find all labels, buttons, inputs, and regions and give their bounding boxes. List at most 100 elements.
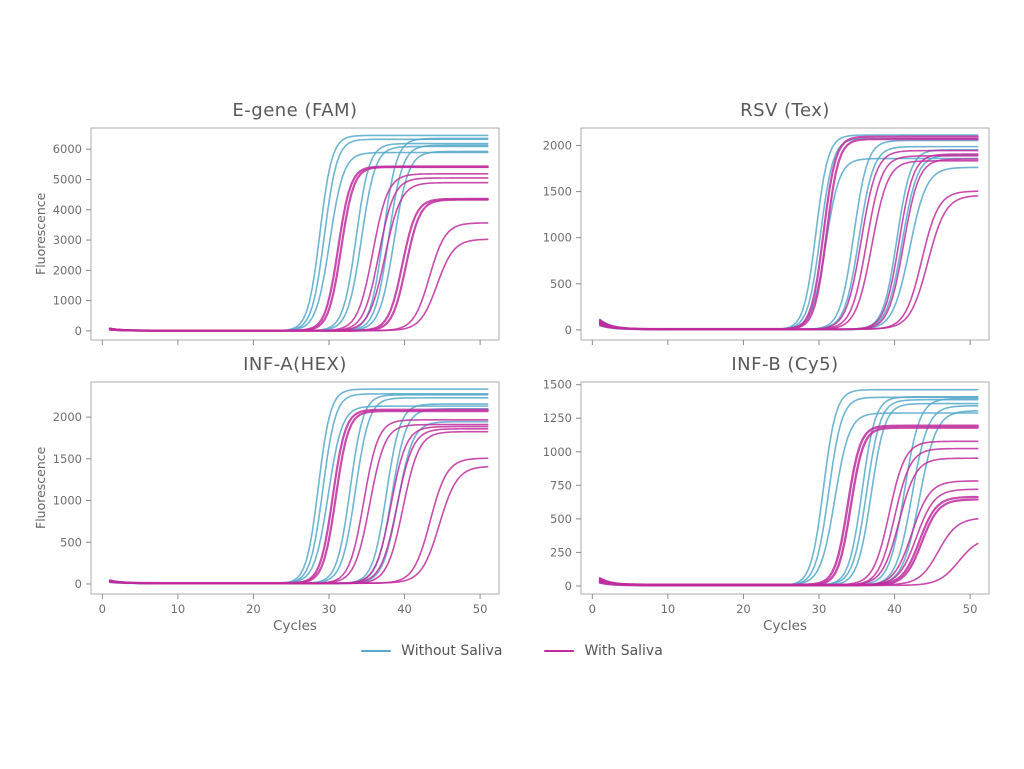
- amplification-curve-with_saliva: [109, 465, 489, 584]
- legend-label: With Saliva: [584, 643, 663, 659]
- y-tick-label: 0: [75, 324, 82, 338]
- y-tick-label: 1500: [543, 378, 572, 392]
- amplification-curve-with_saliva: [109, 428, 489, 585]
- y-tick-label: 0: [75, 577, 82, 591]
- amplification-curve-with_saliva: [109, 173, 489, 332]
- amplification-curve-with_saliva: [108, 197, 489, 332]
- amplification-curve-without_saliva: [109, 388, 489, 585]
- plot-title: INF-B (Cy5): [731, 354, 839, 375]
- x-tick-label: 50: [963, 602, 978, 616]
- amplification-curve-without_saliva: [109, 407, 489, 585]
- y-tick-label: 5000: [53, 172, 82, 186]
- x-tick-label: 30: [812, 602, 827, 616]
- amplification-curve-without_saliva: [109, 151, 489, 332]
- plot-canvas-inf-b-cy5: 0 250 500 750 1000 1250 1500 0 10 20 30 40 50: [543, 378, 990, 616]
- amplification-curve-without_saliva: [109, 393, 489, 585]
- amplification-curve-with_saliva: [108, 198, 489, 332]
- legend-item-without-saliva: Without Saliva: [361, 643, 502, 659]
- amplification-curve-with_saliva: [599, 457, 979, 586]
- x-axis-label: Cycles: [763, 618, 807, 634]
- y-tick-label: 2000: [53, 263, 82, 277]
- amplification-curve-without_saliva: [109, 420, 489, 585]
- axes-box: [580, 381, 990, 595]
- amplification-curve-without_saliva: [109, 405, 489, 584]
- amplification-curve-with_saliva: [599, 153, 979, 331]
- y-tick-label: 500: [550, 512, 572, 526]
- y-tick-label: 6000: [53, 142, 82, 156]
- y-tick-label: 2000: [53, 410, 82, 424]
- amplification-curve-without_saliva: [599, 404, 979, 587]
- plot-canvas-rsv-tex: 0 500 1000 1500 2000: [543, 127, 990, 345]
- y-tick-label: 3000: [53, 233, 82, 247]
- amplification-curve-with_saliva: [598, 498, 979, 587]
- amplification-curve-with_saliva: [109, 419, 489, 585]
- y-tick-label: 1250: [543, 411, 572, 425]
- amplification-curve-with_saliva: [599, 190, 979, 331]
- amplification-curve-without_saliva: [599, 412, 979, 586]
- plot-title: E-gene (FAM): [232, 100, 358, 121]
- amplification-curve-without_saliva: [599, 157, 979, 330]
- amplification-curve-without_saliva: [599, 148, 979, 331]
- y-axis-label: Fluorescence: [33, 192, 48, 276]
- subplot-e-gene-fam: 0 1000 2000 3000 4000 5000 6000 E-gene (FAM) F…: [23, 98, 509, 352]
- amplification-curve-with_saliva: [109, 238, 489, 332]
- amplification-curve-with_saliva: [599, 160, 979, 331]
- amplification-curve-with_saliva: [109, 425, 489, 585]
- legend-label: Without Saliva: [401, 643, 503, 659]
- amplification-curve-with_saliva: [109, 222, 489, 332]
- x-axis-label: Cycles: [273, 618, 317, 634]
- y-tick-label: 1500: [543, 185, 572, 199]
- amplification-curve-with_saliva: [599, 542, 979, 587]
- x-tick-label: 10: [661, 602, 676, 616]
- amplification-curve-with_saliva: [599, 518, 979, 586]
- subplot-rsv-tex: 0 500 1000 1500 2000 RSV (Tex): [513, 98, 999, 352]
- axes-box: [90, 381, 500, 595]
- plot-canvas-e-gene-fam: 0 1000 2000 3000 4000 5000 6000: [53, 127, 500, 345]
- legend: Without Saliva With Saliva: [0, 643, 1024, 659]
- amplification-curve-without_saliva: [599, 134, 979, 331]
- amplification-curve-without_saliva: [109, 397, 489, 584]
- amplification-curve-with_saliva: [108, 165, 489, 332]
- x-tick-label: 40: [397, 602, 412, 616]
- y-tick-label: 2000: [543, 139, 572, 153]
- y-tick-label: 1000: [53, 294, 82, 308]
- amplification-curve-with_saliva: [599, 195, 979, 330]
- amplification-curve-with_saliva: [599, 480, 979, 587]
- amplification-curve-with_saliva: [599, 158, 979, 331]
- y-tick-label: 1000: [543, 231, 572, 245]
- y-axis-label: Fluorescence: [33, 446, 48, 530]
- y-tick-label: 750: [550, 478, 572, 492]
- x-tick-label: 20: [736, 602, 751, 616]
- amplification-curve-with_saliva: [108, 165, 489, 332]
- x-tick-label: 0: [589, 602, 596, 616]
- legend-item-with-saliva: With Saliva: [544, 643, 663, 659]
- y-tick-label: 0: [565, 579, 572, 593]
- subplot-inf-a-hex: 0 500 1000 1500 2000 0 10 20 30 40 50 INF-A(HEX) F…: [23, 352, 509, 654]
- x-tick-label: 0: [99, 602, 106, 616]
- x-tick-label: 10: [171, 602, 186, 616]
- amplification-curve-without_saliva: [599, 154, 979, 331]
- y-tick-label: 1500: [53, 452, 82, 466]
- amplification-curve-with_saliva: [109, 430, 489, 585]
- legend-line-swatch-without-saliva: [361, 649, 392, 653]
- y-tick-label: 500: [550, 277, 572, 291]
- amplification-curve-with_saliva: [109, 423, 489, 584]
- x-tick-label: 20: [246, 602, 261, 616]
- amplification-curve-with_saliva: [109, 457, 489, 585]
- y-tick-label: 250: [550, 545, 572, 559]
- y-tick-label: 500: [60, 535, 82, 549]
- x-tick-label: 40: [887, 602, 902, 616]
- amplification-curve-without_saliva: [599, 410, 979, 586]
- amplification-curve-without_saliva: [599, 402, 979, 587]
- plot-title: INF-A(HEX): [243, 354, 347, 375]
- axes-box: [580, 127, 990, 341]
- amplification-curve-with_saliva: [599, 440, 979, 586]
- amplification-curve-with_saliva: [598, 135, 979, 331]
- y-tick-label: 0: [565, 323, 572, 337]
- y-tick-label: 1000: [53, 494, 82, 508]
- amplification-curve-with_saliva: [109, 181, 489, 332]
- plot-title: RSV (Tex): [740, 100, 830, 121]
- x-tick-label: 50: [473, 602, 488, 616]
- axes-box: [90, 127, 500, 341]
